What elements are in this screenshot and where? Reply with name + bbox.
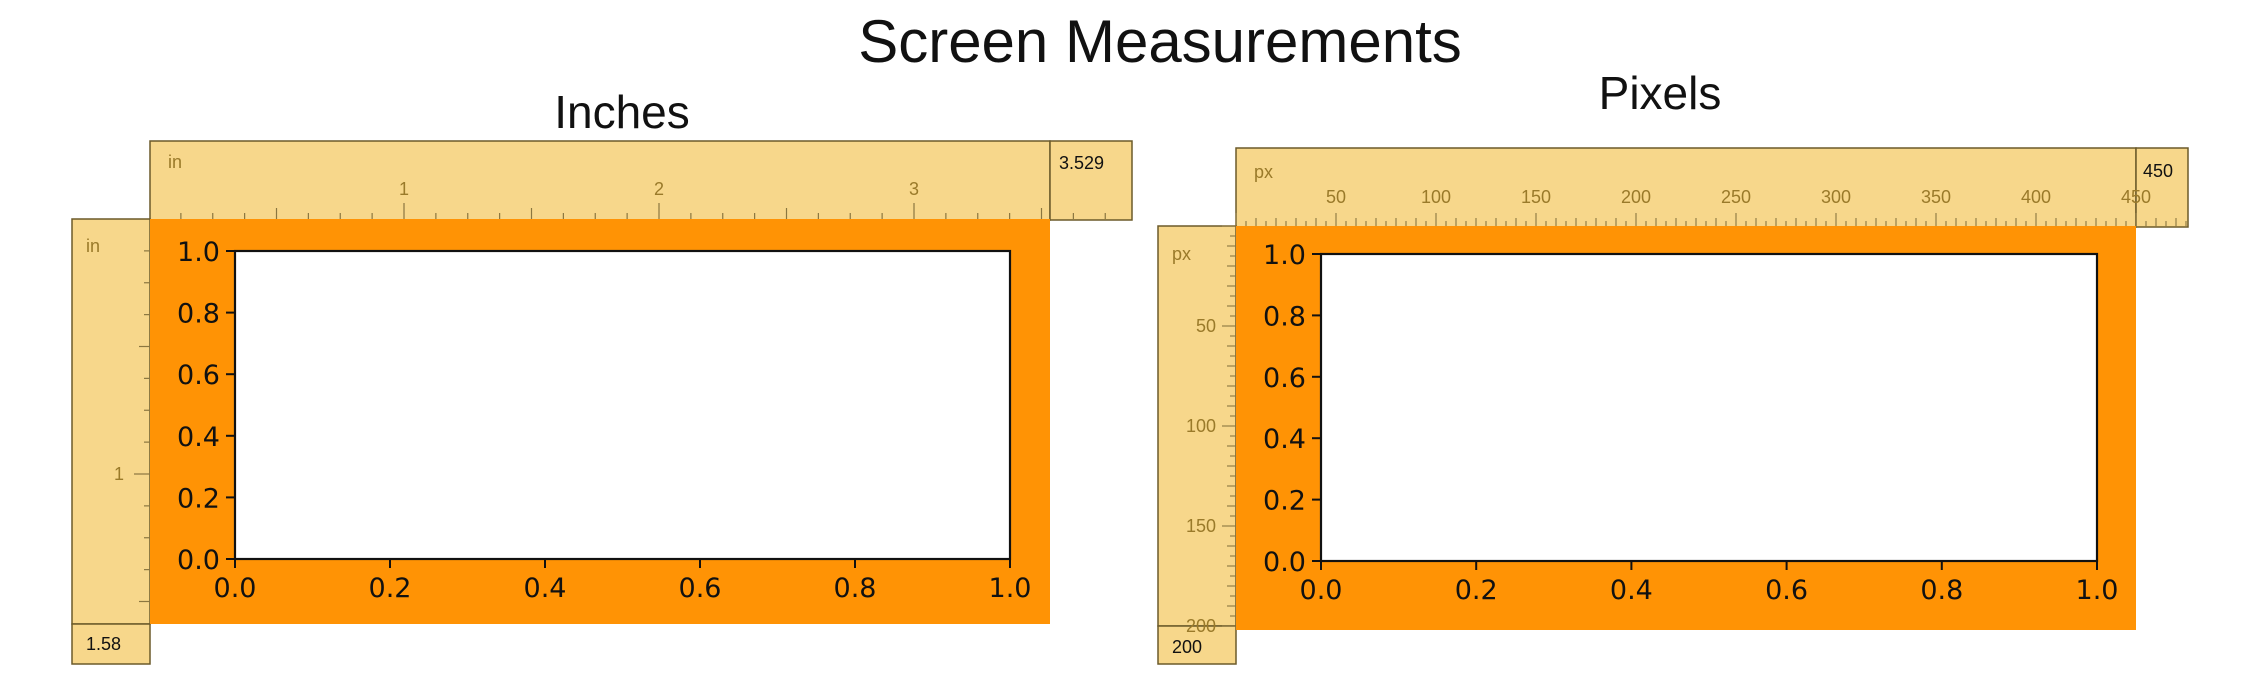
inches-height-readout-box (71, 623, 151, 665)
pixels-left-mark-label: 100 (1186, 416, 1216, 436)
pixels-y-tick-label: 1.0 (1263, 240, 1306, 271)
pixels-top-mark-label: 450 (2121, 187, 2151, 207)
inches-horizontal-ruler[interactable]: in 1 2 3 3.529 (149, 140, 1133, 221)
pixels-top-unit-label: px (1254, 162, 1273, 182)
pixels-x-tick-label: 0.0 (1300, 575, 1343, 606)
pixels-x-tick-label: 0.4 (1610, 575, 1653, 606)
inches-y-tick-label: 0.4 (177, 422, 220, 453)
pixels-top-mark-labels: 50 100 150 200 250 300 350 400 450 (1326, 187, 2151, 207)
inches-top-mark-label: 3 (909, 179, 919, 199)
inches-x-tick-label: 0.0 (214, 573, 257, 604)
pixels-y-tick-label: 0.4 (1263, 424, 1306, 455)
pixels-y-tick-label: 0.0 (1263, 547, 1306, 578)
inches-width-readout-box (1049, 140, 1133, 221)
pixels-top-mark-label: 250 (1721, 187, 1751, 207)
inches-x-tick-label: 0.6 (679, 573, 722, 604)
inches-top-mark-label: 2 (654, 179, 664, 199)
inches-x-tick-label: 0.4 (524, 573, 567, 604)
pixels-x-tick-label: 1.0 (2076, 575, 2119, 606)
pixels-plot: 0.0 0.2 0.4 0.6 0.8 1.0 0.0 0.2 0.4 0.6 0.8 1.0 (1263, 240, 2118, 606)
inches-left-unit-label: in (86, 236, 100, 256)
pixels-panel-title: Pixels (1599, 67, 1722, 119)
pixels-height-readout-box (1157, 625, 1237, 665)
pixels-top-mark-label: 150 (1521, 187, 1551, 207)
pixels-left-mark-label: 150 (1186, 516, 1216, 536)
pixels-vertical-ruler[interactable]: px 50 100 150 200 200 (1157, 225, 1237, 665)
inches-y-tick-label: 0.2 (177, 483, 220, 514)
pixels-top-mark-label: 100 (1421, 187, 1451, 207)
pixels-x-tick-label: 0.6 (1765, 575, 1808, 606)
pixels-horizontal-ruler-bar (1235, 147, 2137, 228)
inches-plot-area (233, 249, 1012, 561)
inches-top-mark-label: 1 (399, 179, 409, 199)
pixels-top-mark-label: 400 (2021, 187, 2051, 207)
pixels-plot-area (1319, 252, 2099, 563)
pixels-left-mark-labels: 50 100 150 200 (1186, 316, 1216, 636)
inches-y-tick-label: 0.0 (177, 545, 220, 576)
inches-panel: Inches in 1 2 3 3.529 in 1 1.58 0.0 0.2 0.… (71, 86, 1133, 665)
pixels-top-ticks (1235, 213, 2187, 227)
pixels-left-mark-label: 50 (1196, 316, 1216, 336)
inches-y-tick-label: 1.0 (177, 237, 220, 268)
pixels-left-unit-label: px (1172, 244, 1191, 264)
inches-plot: 0.0 0.2 0.4 0.6 0.8 1.0 0.0 0.2 0.4 0.6 0.8 1.0 (177, 237, 1031, 604)
pixels-left-ticks (1222, 225, 1236, 627)
pixels-panel: Pixels px 50 100 150 200 250 300 350 400 450 450… (1157, 67, 2189, 665)
inches-x-tick-label: 1.0 (989, 573, 1032, 604)
pixels-width-readout: 450 (2143, 161, 2173, 181)
inches-panel-title: Inches (554, 86, 690, 138)
inches-x-tick-label: 0.2 (369, 573, 412, 604)
inches-y-tick-label: 0.6 (177, 360, 220, 391)
pixels-x-tick-label: 0.2 (1455, 575, 1498, 606)
inches-vertical-ruler-bar (71, 218, 151, 625)
pixels-top-mark-label: 300 (1821, 187, 1851, 207)
pixels-top-mark-label: 200 (1621, 187, 1651, 207)
pixels-y-tick-label: 0.6 (1263, 363, 1306, 394)
inches-left-mark-label: 1 (114, 464, 124, 484)
inches-x-tick-label: 0.8 (834, 573, 877, 604)
pixels-horizontal-ruler[interactable]: px 50 100 150 200 250 300 350 400 450 450 (1235, 147, 2189, 228)
inches-top-unit-label: in (168, 152, 182, 172)
inches-horizontal-ruler-bar (149, 140, 1051, 221)
pixels-width-readout-box (2135, 147, 2189, 228)
pixels-height-readout: 200 (1172, 637, 1202, 657)
pixels-x-tick-label: 0.8 (1920, 575, 1963, 606)
inches-left-ticks (134, 250, 150, 603)
pixels-top-mark-label: 50 (1326, 187, 1346, 207)
pixels-y-tick-label: 0.2 (1263, 486, 1306, 517)
inches-top-ticks (180, 203, 1106, 219)
inches-vertical-ruler[interactable]: in 1 1.58 (71, 218, 151, 665)
pixels-left-mark-label: 200 (1186, 616, 1216, 636)
pixels-y-tick-label: 0.8 (1263, 301, 1306, 332)
inches-height-readout: 1.58 (86, 634, 121, 654)
figure-title: Screen Measurements (858, 8, 1462, 75)
inches-y-tick-label: 0.8 (177, 299, 220, 330)
pixels-top-mark-label: 350 (1921, 187, 1951, 207)
inches-width-readout: 3.529 (1059, 153, 1104, 173)
